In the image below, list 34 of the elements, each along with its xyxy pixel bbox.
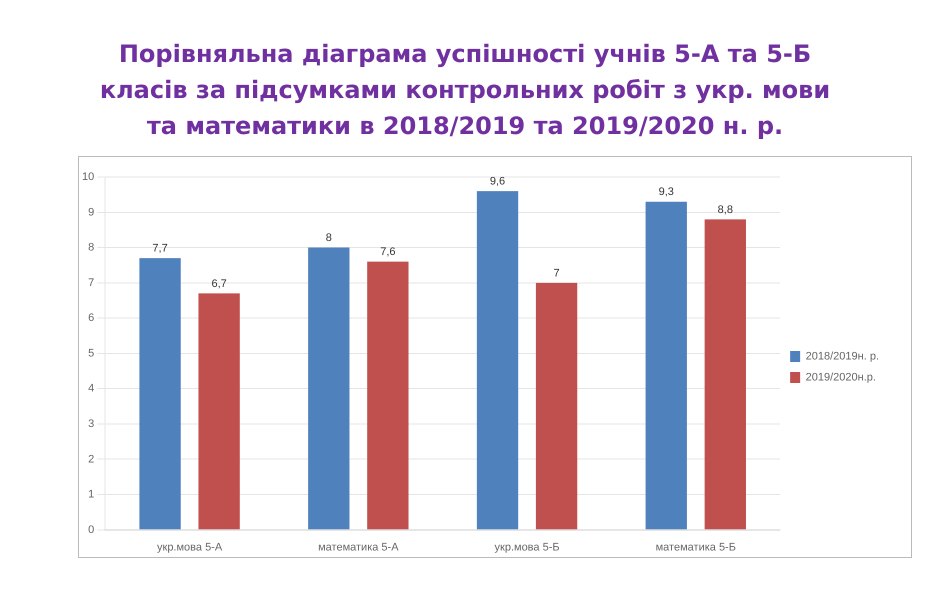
bar: [536, 282, 578, 530]
data-label: 8: [326, 232, 332, 244]
data-label: 9,3: [658, 186, 674, 198]
bar: [139, 258, 181, 530]
legend-label: 2019/2020н.р.: [806, 372, 876, 384]
y-tick-label: 10: [82, 171, 94, 184]
y-tick-label: 4: [88, 382, 94, 395]
data-label: 8,8: [718, 204, 733, 216]
x-tick-label: математика 5-Б: [656, 541, 736, 554]
x-tick-label: укр.мова 5-Б: [494, 541, 560, 554]
data-label: 9,6: [490, 176, 506, 188]
data-label: 7,7: [152, 242, 168, 255]
x-tick-label: укр.мова 5-А: [157, 541, 223, 554]
y-tick-label: 0: [88, 524, 94, 536]
bar: [308, 248, 350, 530]
y-tick-label: 3: [88, 418, 94, 430]
bar: [367, 262, 409, 530]
bar: [198, 293, 240, 530]
x-tick-label: математика 5-А: [318, 541, 400, 554]
y-tick-label: 7: [88, 276, 94, 289]
legend-label: 2018/2019н. р.: [806, 350, 879, 363]
chart-title: Порівняльна діаграма успішності учнів 5-А та 5-Б класів за підсумками контрольних робіт з укр. мови та математики в 2018/2019 та 2019/2020 н. р.: [98, 39, 832, 142]
y-tick-label: 6: [88, 312, 94, 324]
y-tick-label: 2: [88, 453, 94, 466]
y-tick-label: 1: [88, 488, 94, 501]
data-label: 6,7: [211, 278, 227, 290]
data-label: 7,6: [380, 246, 396, 258]
bar: [704, 219, 746, 530]
bar: [646, 202, 687, 530]
y-tick-label: 9: [88, 206, 94, 218]
bar: [476, 191, 518, 530]
y-tick-label: 5: [88, 347, 94, 360]
y-tick-label: 8: [88, 242, 94, 254]
data-label: 7: [554, 267, 560, 280]
